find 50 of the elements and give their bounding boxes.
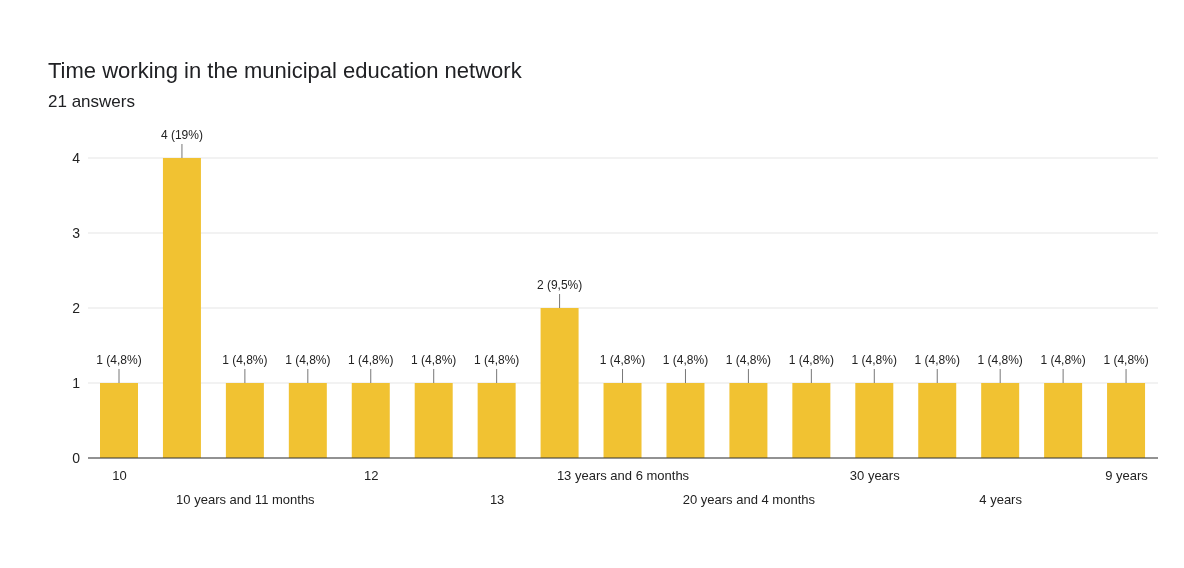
x-tick-label: 10 years and 11 months bbox=[176, 492, 316, 507]
x-tick-label: 30 years bbox=[849, 468, 901, 483]
data-label: 1 (4,8%) bbox=[599, 353, 646, 367]
bar bbox=[540, 308, 579, 458]
data-label: 1 (4,8%) bbox=[285, 353, 331, 367]
bar bbox=[351, 383, 390, 458]
data-label: 1 (4,8%) bbox=[1040, 353, 1086, 367]
bar bbox=[603, 383, 642, 458]
data-label: 4 (19%) bbox=[160, 128, 203, 142]
data-label: 1 (4,8%) bbox=[851, 353, 897, 367]
data-label: 2 (9,5%) bbox=[536, 278, 583, 292]
bar bbox=[981, 383, 1020, 458]
chart-subtitle: 21 answers bbox=[48, 92, 135, 112]
y-tick-label: 0 bbox=[72, 449, 81, 466]
x-tick-label: 13 bbox=[489, 492, 505, 507]
x-tick-label: 20 years and 4 months bbox=[682, 492, 816, 507]
y-tick-label: 2 bbox=[72, 299, 81, 316]
x-tick-label: 4 years bbox=[979, 492, 1023, 507]
data-label: 1 (4,8%) bbox=[788, 353, 835, 367]
bar bbox=[666, 383, 705, 458]
bar bbox=[100, 383, 138, 458]
y-tick-label: 1 bbox=[72, 374, 81, 391]
bar bbox=[729, 383, 768, 458]
data-label: 1 (4,8%) bbox=[914, 353, 960, 367]
y-tick-label: 3 bbox=[72, 224, 81, 241]
data-label: 1 (4,8%) bbox=[1103, 353, 1149, 367]
data-label: 1 (4,8%) bbox=[977, 353, 1023, 367]
bar bbox=[162, 158, 201, 458]
bar bbox=[792, 383, 831, 458]
chart-title: Time working in the municipal education network bbox=[48, 58, 522, 84]
bar bbox=[288, 383, 327, 458]
x-tick-label: 9 years bbox=[1105, 468, 1149, 483]
data-label: 1 (4,8%) bbox=[473, 353, 520, 367]
data-label: 1 (4,8%) bbox=[348, 353, 394, 367]
data-label: 1 (4,8%) bbox=[725, 353, 772, 367]
data-label: 1 (4,8%) bbox=[662, 353, 709, 367]
data-label: 1 (4,8%) bbox=[222, 353, 268, 367]
x-tick-label: 12 bbox=[364, 468, 379, 483]
bar bbox=[414, 383, 453, 458]
bar bbox=[1044, 383, 1083, 458]
x-tick-label: 10 bbox=[112, 468, 127, 483]
bar bbox=[855, 383, 894, 458]
bar bbox=[477, 383, 516, 458]
y-tick-label: 4 bbox=[72, 149, 81, 166]
bar bbox=[918, 383, 957, 458]
bar bbox=[225, 383, 264, 458]
x-tick-label: 13 years and 6 months bbox=[556, 468, 690, 483]
data-label: 1 (4,8%) bbox=[96, 353, 142, 367]
data-label: 1 (4,8%) bbox=[411, 353, 457, 367]
bar bbox=[1107, 383, 1146, 458]
